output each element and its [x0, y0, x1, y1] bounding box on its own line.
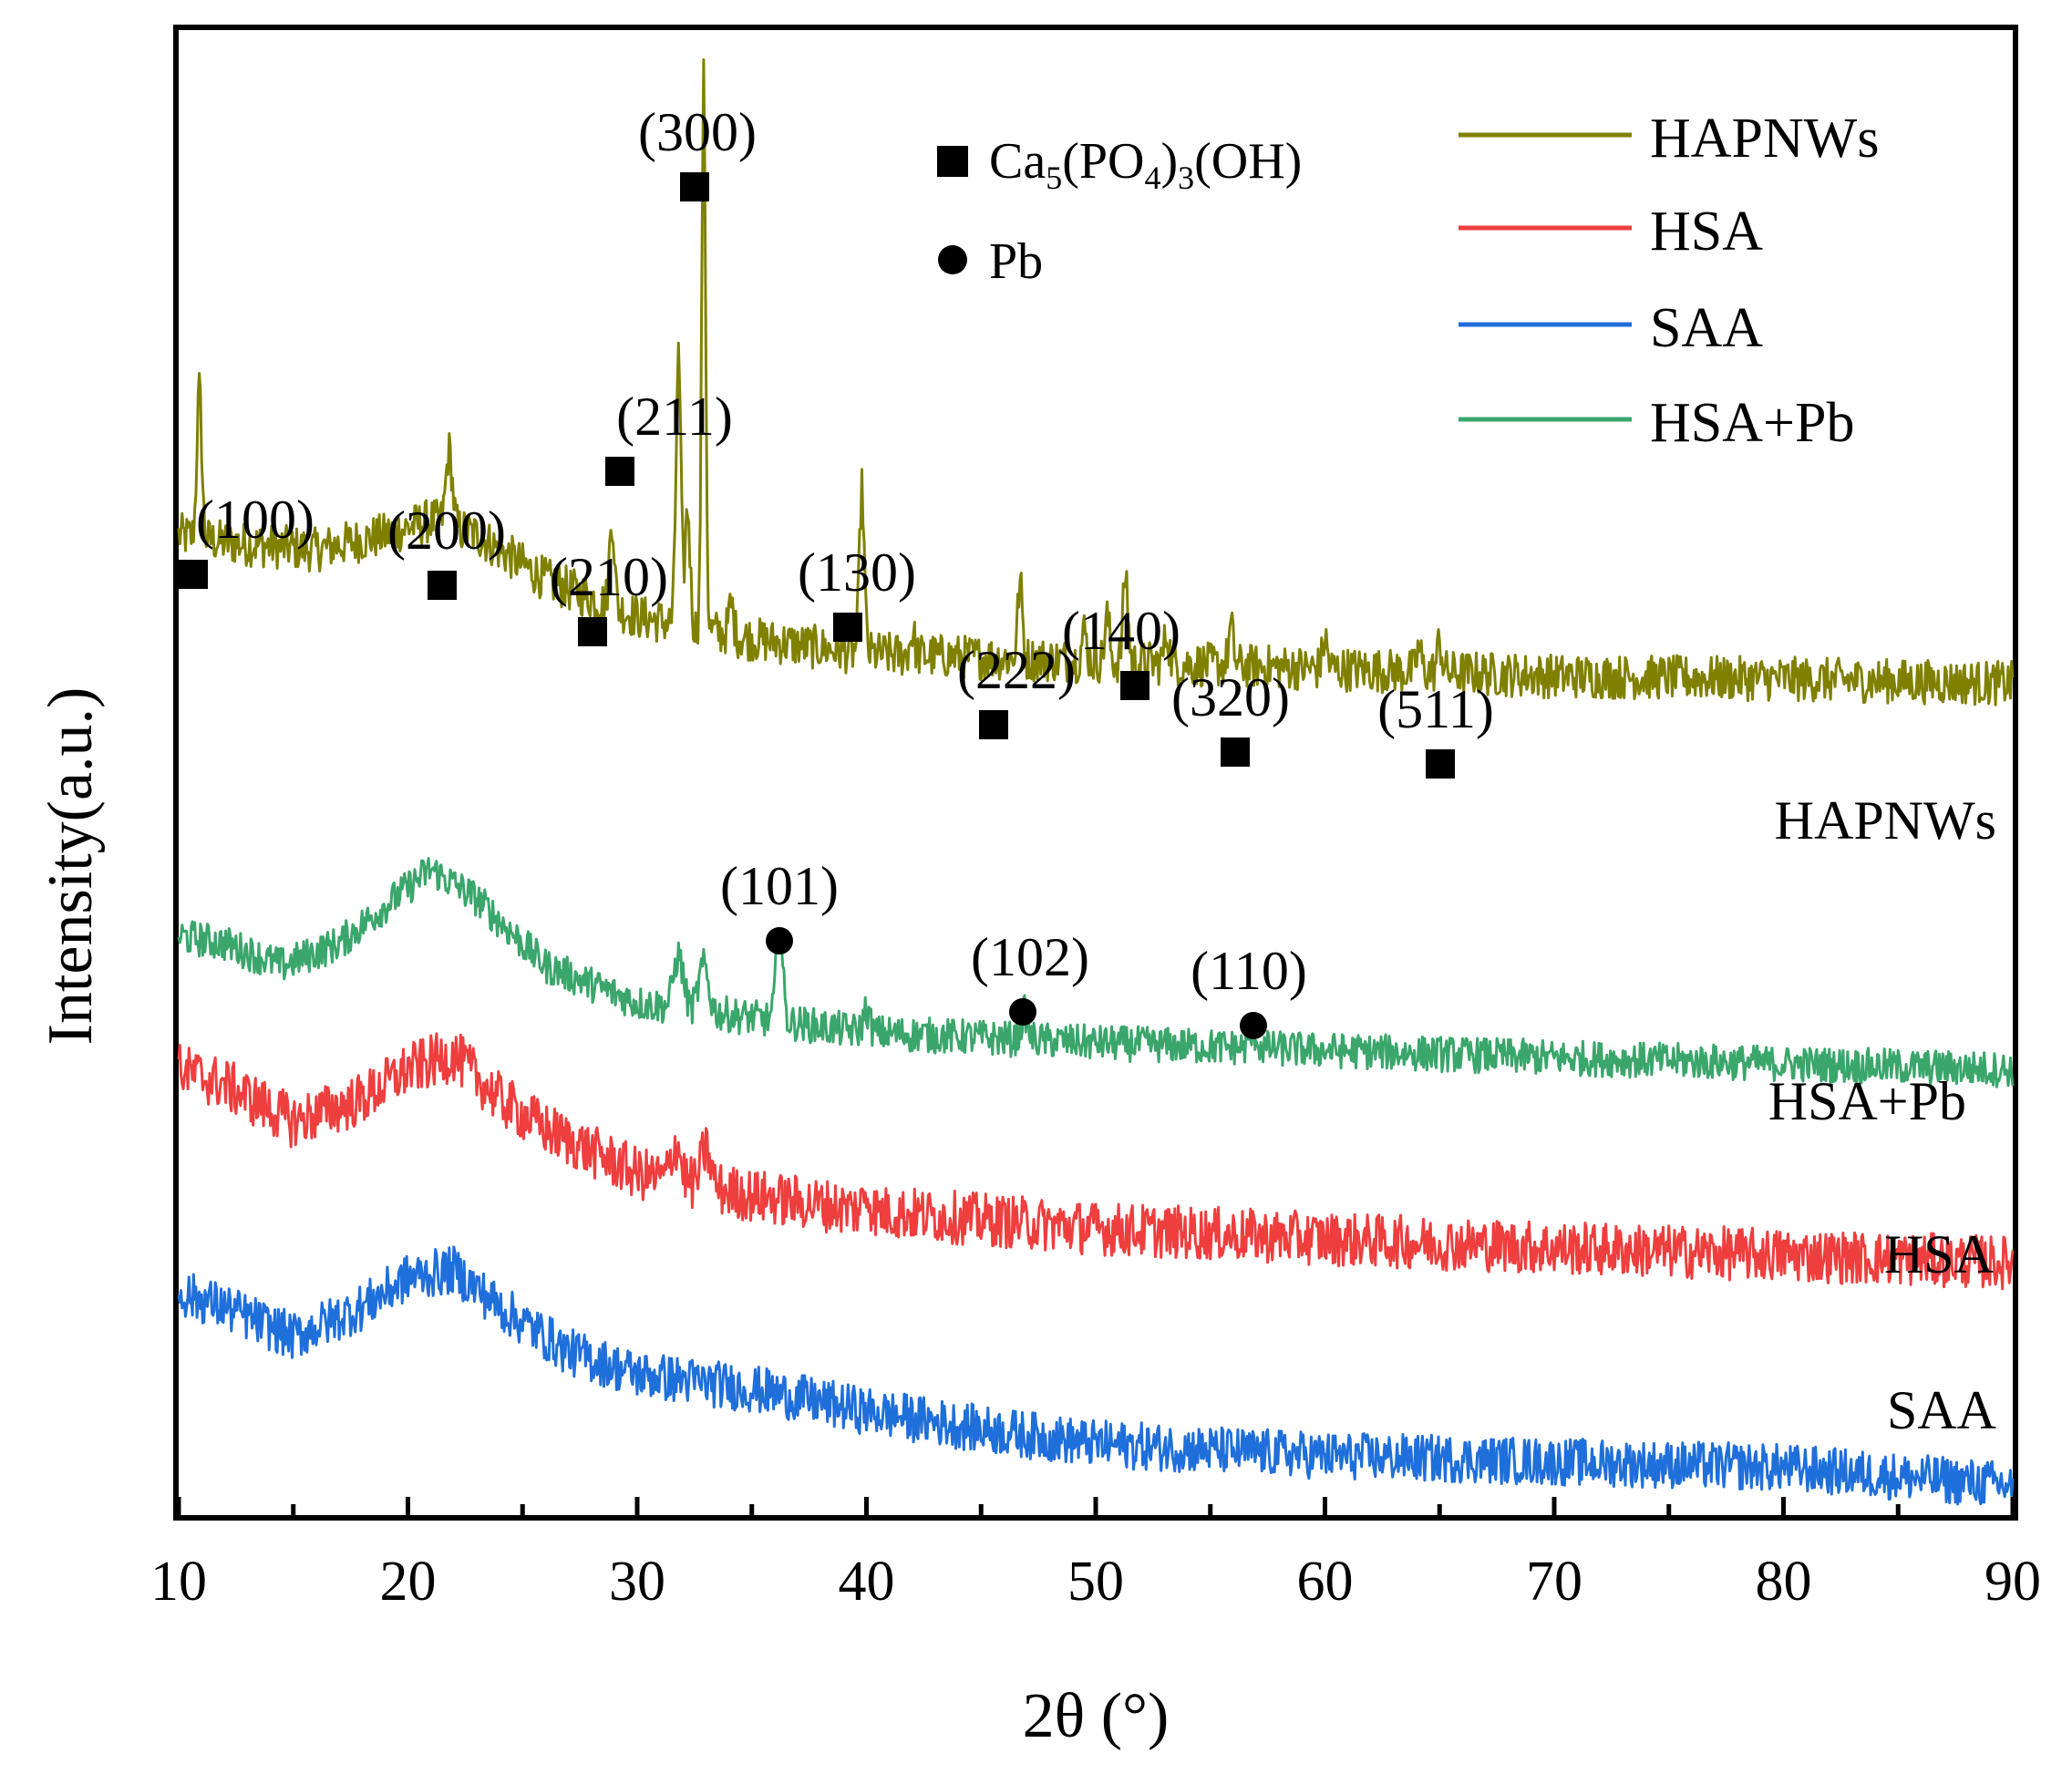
peak-marker-square [833, 613, 862, 642]
color-legend: HAPNWs HSA SAA HSA+Pb [1459, 108, 1879, 454]
legend-label-hapnws: HAPNWs [1650, 108, 1879, 170]
x-tick-label: 50 [1067, 1551, 1124, 1613]
peak-label: (140) [1062, 601, 1180, 661]
legend-label-hsa-pb: HSA+Pb [1650, 392, 1854, 454]
peak-marker-square [1426, 749, 1455, 779]
peak-label: (100) [196, 490, 314, 550]
peak-label: (130) [798, 542, 916, 603]
x-tick-label: 10 [150, 1551, 207, 1613]
peak-label: (320) [1171, 667, 1290, 727]
peak-marker-circle [766, 927, 793, 954]
peak-label: (222) [957, 640, 1076, 700]
legend-label-hydroxyapatite: Ca5(PO4)3(OH) [989, 133, 1302, 196]
series-label-hapnws: HAPNWs [1775, 790, 1996, 851]
y-axis-title: Intensity(a.u.) [36, 687, 106, 1046]
legend-label-hsa: HSA [1650, 201, 1763, 263]
legend-circle-marker [938, 245, 967, 274]
series-label-hsa-pb: HSA+Pb [1768, 1071, 1966, 1131]
peak-label: (102) [971, 927, 1089, 987]
marker-legend: Ca5(PO4)3(OH) Pb [937, 133, 1302, 290]
peak-marker-square [680, 172, 709, 201]
peak-marker-square [1120, 671, 1149, 700]
peak-label: (211) [616, 387, 733, 447]
series-line-hapnws [177, 58, 2015, 707]
x-tick-label: 20 [380, 1551, 437, 1613]
legend-label-saa: SAA [1650, 297, 1763, 359]
series-line-saa [177, 1245, 2015, 1506]
series-line-hsa [177, 1032, 2015, 1291]
peak-marker-circle [1009, 998, 1036, 1026]
series-layer [177, 58, 2015, 1506]
peak-annotations: (100) (200) (210) (211) (300) (130) (222)(140)… [179, 102, 1494, 1039]
peak-marker-square [1221, 737, 1250, 767]
peak-marker-square [605, 457, 634, 486]
peak-marker-square [578, 617, 607, 646]
x-ticks: 10 20 30 40 50 60 70 80 90 [150, 1497, 2041, 1613]
peak-label: (110) [1191, 941, 1307, 1001]
x-axis-title: 2θ (°) [1023, 1681, 1170, 1751]
x-tick-label: 40 [839, 1551, 895, 1613]
peak-marker-square [428, 571, 457, 600]
plot-frame [173, 25, 2018, 1521]
peak-label: (101) [720, 856, 839, 916]
peak-marker-square [979, 710, 1008, 739]
x-tick-label: 80 [1756, 1551, 1812, 1613]
peak-label: (511) [1377, 679, 1494, 739]
peak-label: (210) [550, 547, 668, 607]
x-tick-label: 90 [1984, 1551, 2041, 1613]
peak-label: (300) [638, 102, 757, 162]
peak-marker-square [179, 560, 208, 589]
series-label-hsa: HSA [1884, 1224, 1994, 1284]
legend-square-marker [937, 146, 968, 177]
peak-label: (200) [387, 500, 506, 561]
series-label-saa: SAA [1887, 1380, 1996, 1440]
x-tick-label: 70 [1526, 1551, 1582, 1613]
series-line-hsa-pb [177, 857, 2015, 1088]
legend-label-pb: Pb [989, 233, 1043, 290]
x-tick-label: 60 [1297, 1551, 1354, 1613]
x-tick-label: 30 [609, 1551, 665, 1613]
peak-marker-circle [1240, 1012, 1267, 1039]
